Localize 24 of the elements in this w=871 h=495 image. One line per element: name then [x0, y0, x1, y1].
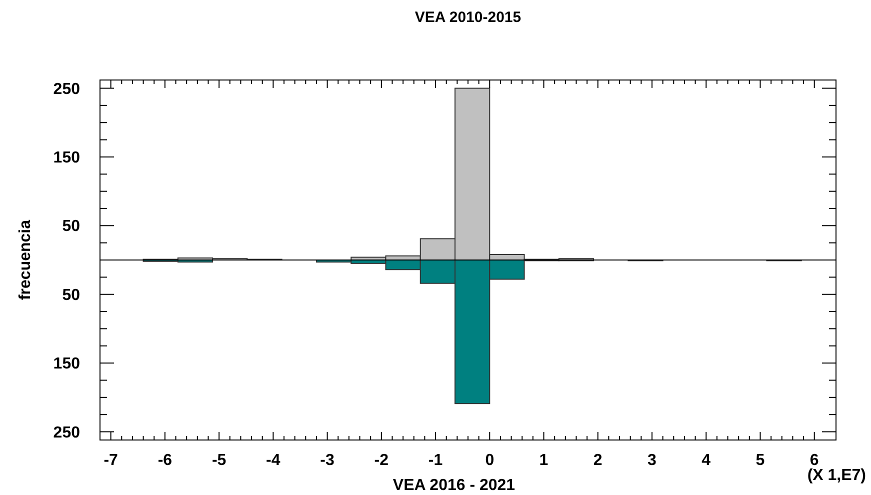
x-tick-label: 0: [485, 452, 494, 469]
x-tick-label: -2: [374, 452, 389, 469]
x-tick-label: 1: [539, 452, 548, 469]
x-axis-title: VEA 2016 - 2021: [392, 477, 516, 494]
x-tick-label: 5: [756, 452, 765, 469]
text: (X 1,E7): [807, 467, 866, 484]
x-tick-label: -4: [266, 452, 280, 469]
x-tick-label: -5: [212, 452, 226, 469]
y-axis-title: frecuencia: [17, 220, 34, 300]
y-tick-label: 50: [62, 286, 80, 304]
y-tick-label: 150: [53, 150, 80, 167]
x-tick-label: 4: [702, 452, 711, 469]
y-tick-label: 50: [62, 218, 80, 236]
y-tick-label: 150: [53, 356, 80, 373]
x-tick-label: -7: [104, 452, 118, 469]
x-tick-label: 6: [810, 452, 819, 469]
y-tick-label: 250: [53, 424, 80, 442]
x-tick-label: -3: [320, 452, 335, 469]
y-tick-label: 250: [53, 80, 80, 98]
x-tick-label: 2: [593, 452, 602, 469]
chart-title: VEA 2010-2015: [414, 9, 522, 26]
x-tick-label: 3: [648, 452, 657, 469]
x-tick-label: -6: [158, 452, 172, 469]
x-tick-label: -1: [428, 452, 443, 469]
